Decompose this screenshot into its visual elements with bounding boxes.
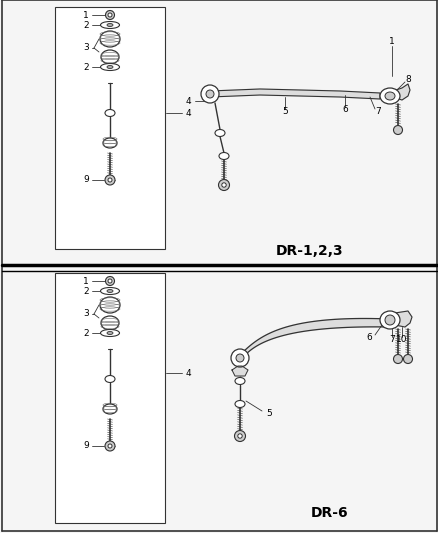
Text: 1: 1 (83, 277, 89, 286)
Ellipse shape (384, 92, 394, 100)
Circle shape (237, 434, 242, 438)
Ellipse shape (234, 377, 244, 384)
Text: 5: 5 (282, 108, 287, 117)
Text: 1: 1 (83, 11, 89, 20)
Polygon shape (384, 311, 411, 327)
Ellipse shape (107, 23, 113, 27)
Text: 8: 8 (404, 75, 410, 84)
Text: 7: 7 (374, 108, 380, 117)
Text: 4: 4 (186, 368, 191, 377)
Text: 2: 2 (83, 328, 89, 337)
Ellipse shape (379, 88, 399, 104)
Ellipse shape (215, 130, 225, 136)
Polygon shape (231, 366, 247, 376)
Ellipse shape (103, 404, 117, 414)
Text: 7: 7 (388, 335, 394, 344)
Ellipse shape (101, 50, 119, 64)
Circle shape (105, 11, 114, 20)
Ellipse shape (379, 311, 399, 329)
Circle shape (108, 444, 112, 448)
Polygon shape (240, 319, 389, 361)
Circle shape (234, 431, 245, 441)
Text: DR-1,2,3: DR-1,2,3 (276, 244, 343, 258)
Circle shape (205, 90, 213, 98)
Ellipse shape (105, 376, 115, 383)
Circle shape (218, 180, 229, 190)
Ellipse shape (100, 287, 119, 295)
Text: DR-6: DR-6 (311, 506, 348, 520)
Text: 3: 3 (83, 310, 89, 319)
Ellipse shape (100, 63, 119, 70)
Ellipse shape (107, 289, 113, 293)
Ellipse shape (107, 332, 113, 335)
Text: 4: 4 (186, 109, 191, 117)
Text: 2: 2 (83, 62, 89, 71)
Ellipse shape (101, 316, 119, 330)
Text: 9: 9 (83, 175, 89, 184)
Circle shape (105, 277, 114, 286)
Text: 6: 6 (365, 334, 371, 343)
Circle shape (221, 183, 226, 187)
Bar (55, 7, 165, 249)
Ellipse shape (105, 109, 115, 117)
Circle shape (403, 354, 412, 364)
Ellipse shape (234, 400, 244, 408)
Circle shape (201, 85, 219, 103)
Circle shape (108, 178, 112, 182)
Ellipse shape (100, 297, 120, 313)
Ellipse shape (384, 315, 394, 325)
Circle shape (105, 441, 115, 451)
Circle shape (230, 349, 248, 367)
Text: 6: 6 (341, 106, 347, 115)
Ellipse shape (100, 329, 119, 336)
Polygon shape (209, 89, 379, 99)
Text: 3: 3 (83, 44, 89, 52)
Ellipse shape (107, 66, 113, 69)
Circle shape (236, 354, 244, 362)
Text: 1: 1 (388, 37, 394, 46)
Circle shape (108, 13, 112, 17)
Text: 2: 2 (83, 20, 89, 29)
Ellipse shape (100, 31, 120, 47)
Circle shape (105, 175, 115, 185)
Ellipse shape (219, 152, 229, 159)
Ellipse shape (103, 138, 117, 148)
Text: 2: 2 (83, 287, 89, 295)
Circle shape (392, 125, 402, 134)
Bar (55, 273, 165, 523)
Text: 9: 9 (83, 441, 89, 450)
Text: 4: 4 (185, 96, 191, 106)
Polygon shape (389, 84, 409, 100)
Ellipse shape (100, 21, 119, 28)
Text: 10: 10 (396, 335, 407, 344)
Circle shape (392, 354, 402, 364)
Circle shape (108, 279, 112, 283)
Text: 5: 5 (265, 409, 271, 418)
